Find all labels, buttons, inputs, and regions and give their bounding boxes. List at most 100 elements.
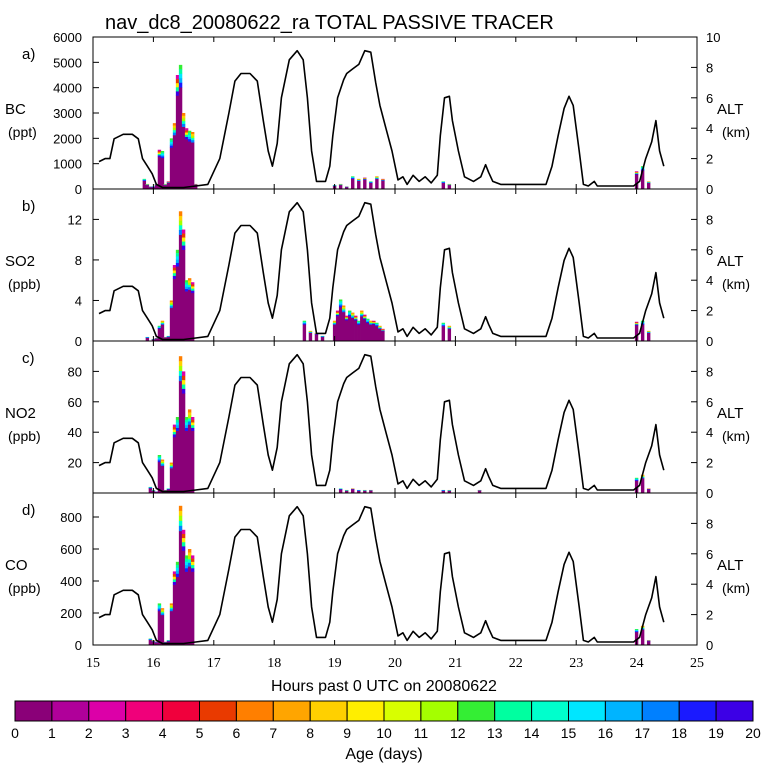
tracer-bar-segment bbox=[160, 463, 165, 465]
tracer-bar bbox=[369, 489, 373, 493]
tracer-bar-segment bbox=[357, 179, 361, 181]
tracer-bar-segment bbox=[360, 313, 364, 316]
tracer-bar-segment bbox=[160, 320, 165, 322]
tracer-bar-segment bbox=[187, 549, 192, 553]
altitude-unit: (km) bbox=[722, 276, 750, 292]
tracer-bar bbox=[351, 312, 355, 341]
colorbar-swatch bbox=[51, 700, 90, 722]
colorbar-label: Age (days) bbox=[345, 746, 422, 763]
tracer-bar bbox=[190, 282, 195, 341]
tracer-bar-segment bbox=[157, 328, 162, 341]
tracer-bar-segment bbox=[335, 314, 340, 317]
colorbar-swatch bbox=[568, 700, 606, 722]
tracer-bar-segment bbox=[175, 576, 180, 645]
tracer-bar-segment bbox=[160, 322, 165, 324]
tracer-bar-segment bbox=[172, 576, 177, 580]
tracer-bar-segment bbox=[178, 211, 183, 217]
tracer-bar bbox=[447, 183, 452, 189]
tracer-bar-segment bbox=[181, 538, 186, 543]
tracer-bar bbox=[338, 299, 343, 341]
tracer-bar-segment bbox=[634, 479, 639, 481]
altitude-unit: (km) bbox=[722, 580, 750, 596]
tracer-bar-segment bbox=[154, 184, 159, 189]
tracer-bar-segment bbox=[181, 118, 186, 122]
tracer-bar-segment bbox=[172, 429, 177, 433]
tracer-bar-segment bbox=[187, 409, 192, 413]
tracer-bar-segment bbox=[372, 322, 376, 324]
tracer-bar-segment bbox=[172, 275, 177, 279]
tracer-bar bbox=[148, 638, 153, 645]
tracer-bar-segment bbox=[157, 459, 162, 461]
tracer-bar-segment bbox=[148, 639, 153, 641]
tracer-bar-segment bbox=[190, 430, 195, 493]
tracer-bar-segment bbox=[338, 489, 343, 493]
tracer-bar-segment bbox=[190, 558, 195, 563]
tracer-bar-segment bbox=[360, 316, 364, 341]
tracer-bar bbox=[169, 603, 174, 645]
tracer-bar-segment bbox=[178, 87, 183, 189]
tracer-bar-segment bbox=[190, 427, 195, 431]
tracer-bar-segment bbox=[351, 316, 355, 319]
tracer-bar-segment bbox=[634, 631, 639, 645]
tracer-bar-segment bbox=[381, 179, 385, 181]
tracer-bar-segment bbox=[338, 302, 343, 305]
tracer-bar-segment bbox=[187, 278, 192, 281]
tracer-bar-segment bbox=[375, 178, 379, 179]
tracer-bar-segment bbox=[357, 179, 361, 180]
tracer-bar-segment bbox=[187, 552, 192, 557]
colorbar-tick-label: 9 bbox=[343, 725, 351, 741]
tracer-bar-segment bbox=[372, 320, 376, 322]
colorbar-swatch bbox=[531, 700, 569, 722]
tracer-bar-segment bbox=[646, 182, 651, 184]
tracer-bar-segment bbox=[178, 515, 183, 522]
tracer-bar-segment bbox=[169, 466, 174, 469]
tracer-bar-segment bbox=[363, 490, 367, 493]
tracer-bar-segment bbox=[381, 180, 385, 181]
left-tick-label: 5000 bbox=[53, 55, 82, 70]
tracer-bar-segment bbox=[363, 318, 367, 320]
tracer-bar-segment bbox=[178, 530, 183, 645]
tracer-bar-segment bbox=[369, 182, 373, 184]
colorbar-swatch bbox=[162, 700, 201, 722]
tracer-bar-segment bbox=[441, 325, 446, 327]
tracer-bar-segment bbox=[640, 629, 645, 645]
tracer-bar-segment bbox=[190, 134, 195, 137]
tracer-bar-segment bbox=[181, 546, 186, 551]
tracer-bar-segment bbox=[160, 614, 165, 645]
tracer-bar-segment bbox=[175, 79, 180, 84]
tracer-bar-segment bbox=[634, 322, 639, 324]
tracer-bar-segment bbox=[640, 476, 645, 478]
tracer-bar bbox=[354, 315, 358, 341]
tracer-bar-segment bbox=[181, 550, 186, 645]
colorbar-swatch bbox=[235, 700, 274, 722]
tracer-bar-segment bbox=[344, 316, 349, 318]
tracer-bar-segment bbox=[169, 306, 174, 309]
tracer-bar-segment bbox=[175, 564, 180, 569]
tracer-bar-segment bbox=[142, 179, 147, 181]
tracer-bar-segment bbox=[187, 421, 192, 425]
tracer-bar-segment bbox=[187, 287, 192, 290]
tracer-bar-segment bbox=[634, 630, 639, 632]
tracer-bar-segment bbox=[157, 606, 162, 609]
tracer-bar-segment bbox=[375, 322, 379, 324]
tracer-bar bbox=[348, 310, 352, 341]
tracer-bar-segment bbox=[160, 321, 165, 323]
tracer-bar bbox=[169, 462, 174, 493]
tracer-bar-segment bbox=[381, 329, 385, 331]
tracer-bar-segment bbox=[148, 186, 153, 189]
tracer-bar bbox=[157, 325, 162, 341]
left-tick-label: 1000 bbox=[53, 157, 82, 172]
tracer-bar-segment bbox=[160, 156, 165, 159]
tracer-bar-segment bbox=[372, 324, 376, 341]
tracer-bar-segment bbox=[351, 315, 355, 318]
tracer-bar-segment bbox=[157, 604, 162, 607]
tracer-bar-segment bbox=[477, 490, 482, 493]
tracer-bar-segment bbox=[178, 520, 183, 527]
tracer-bar bbox=[145, 336, 150, 341]
tracer-bar-segment bbox=[172, 125, 177, 129]
tracer-bar-segment bbox=[172, 123, 177, 126]
tracer-bar-segment bbox=[160, 459, 165, 462]
tracer-bar-segment bbox=[172, 127, 177, 131]
left-tick-label: 3000 bbox=[53, 106, 82, 121]
tracer-bar-segment bbox=[178, 229, 183, 235]
